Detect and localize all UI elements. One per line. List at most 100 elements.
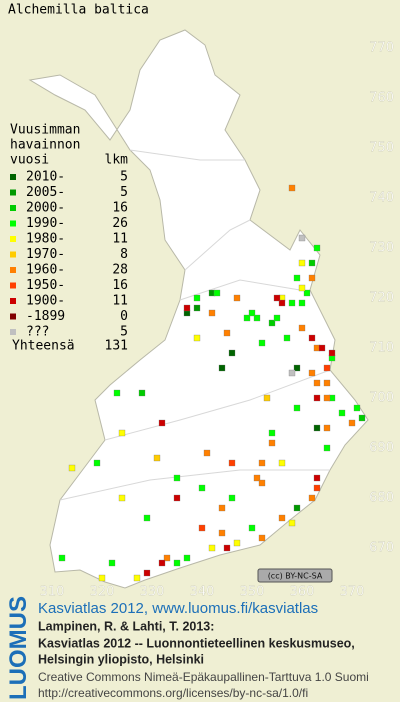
occurrence-square (308, 259, 316, 267)
occurrence-square (218, 364, 226, 372)
occurrence-square (313, 424, 321, 432)
occurrence-square (218, 504, 226, 512)
occurrence-square (118, 429, 126, 437)
occurrence-square (138, 389, 146, 397)
occurrence-square (313, 394, 321, 402)
occurrence-square (308, 274, 316, 282)
credit-link[interactable]: Kasviatlas 2012, www.luomus.fi/kasviatla… (38, 600, 318, 617)
occurrence-square (163, 554, 171, 562)
occurrence-square (208, 309, 216, 317)
occurrence-square (298, 299, 306, 307)
legend-count: 11 (112, 232, 128, 247)
occurrence-square (268, 319, 276, 327)
occurrence-square (228, 459, 236, 467)
y-tick-label: 670 (369, 541, 394, 556)
license-badge-text[interactable]: (cc) BY-NC-SA (268, 572, 323, 581)
occurrence-square (288, 519, 296, 527)
occurrence-square (283, 334, 291, 342)
legend-heading: Vuusimman (10, 123, 80, 138)
occurrence-square (278, 514, 286, 522)
legend-label: 1900- (26, 294, 65, 309)
occurrence-square (273, 314, 281, 322)
occurrence-square (278, 459, 286, 467)
occurrence-square (218, 529, 226, 537)
credit-line: Lampinen, R. & Lahti, T. 2013: (38, 619, 214, 633)
occurrence-square (158, 419, 166, 427)
legend-label: 2005- (26, 185, 65, 200)
legend-swatch (10, 251, 16, 258)
legend-count: 5 (120, 185, 128, 200)
occurrence-square (118, 494, 126, 502)
legend-swatch (10, 298, 16, 304)
x-tick-label: 360 (290, 585, 315, 600)
x-tick-label: 320 (90, 585, 115, 600)
occurrence-square (338, 409, 346, 417)
occurrence-square (258, 534, 266, 542)
y-tick-label: 680 (369, 491, 394, 506)
x-tick-label: 340 (190, 585, 215, 600)
region-borders (59, 149, 331, 501)
occurrence-square (308, 334, 316, 342)
y-tick-label: 770 (369, 41, 394, 56)
occurrence-square (298, 284, 306, 292)
occurrence-square (298, 234, 306, 242)
legend-total-label: Yhteensä (12, 339, 75, 354)
occurrence-square (98, 574, 106, 582)
y-tick-label: 750 (369, 141, 394, 156)
x-tick-label: 310 (40, 585, 65, 600)
legend-count: 11 (112, 294, 128, 309)
occurrence-square (273, 294, 281, 302)
legend-swatch (10, 267, 16, 273)
occurrence-square (288, 369, 296, 377)
legend-swatch (10, 189, 16, 196)
legend-swatch (10, 174, 16, 180)
occurrence-square (293, 504, 301, 512)
occurrence-square (353, 404, 361, 412)
legend-label: 1970- (26, 247, 65, 262)
occurrence-square (263, 394, 271, 402)
occurrence-square (198, 484, 206, 492)
occurrence-square (183, 554, 191, 562)
occurrence-square (288, 184, 296, 192)
x-tick-label: 370 (340, 585, 365, 600)
license-badge[interactable] (257, 568, 333, 583)
occurrence-square (313, 484, 321, 492)
occurrence-square (248, 524, 256, 532)
legend-label: 1980- (26, 232, 65, 247)
legend-label: 1950- (26, 278, 65, 293)
y-tick-label: 690 (369, 441, 394, 456)
occurrence-square (358, 414, 366, 422)
occurrence-square (68, 464, 76, 472)
occurrence-square (313, 379, 321, 387)
occurrence-square (193, 334, 201, 342)
occurrence-square (253, 314, 261, 322)
occurrence-square (183, 304, 191, 312)
logo: LUOMUS (5, 596, 32, 700)
legend-heading: vuosi (10, 153, 49, 168)
occurrence-square (258, 459, 266, 467)
occurrence-square (173, 559, 181, 567)
occurrence-square (298, 259, 306, 267)
legend-count: 0 (120, 309, 128, 324)
occurrence-square (173, 474, 181, 482)
legend-count: 28 (112, 263, 128, 278)
occurrence-square (198, 524, 206, 532)
y-tick-label: 710 (369, 341, 394, 356)
legend-count: 8 (120, 247, 128, 262)
legend-count-heading: lkm (105, 153, 129, 168)
y-tick-label: 720 (369, 291, 394, 306)
occurrence-square (243, 314, 251, 322)
occurrence-square (223, 329, 231, 337)
legend-count: 16 (112, 201, 128, 216)
occurrence-square (173, 494, 181, 502)
occurrence-square (143, 514, 151, 522)
legend-label: ??? (26, 325, 49, 340)
legend-heading: havainnon (10, 138, 80, 153)
occurrence-square (348, 419, 356, 427)
occurrence-square (293, 364, 301, 372)
occurrence-square (328, 349, 336, 357)
legend-swatch (10, 205, 16, 211)
legend-swatch (10, 329, 16, 335)
credit-line: Kasviatlas 2012 -- Luonnontieteellinen k… (38, 636, 355, 650)
